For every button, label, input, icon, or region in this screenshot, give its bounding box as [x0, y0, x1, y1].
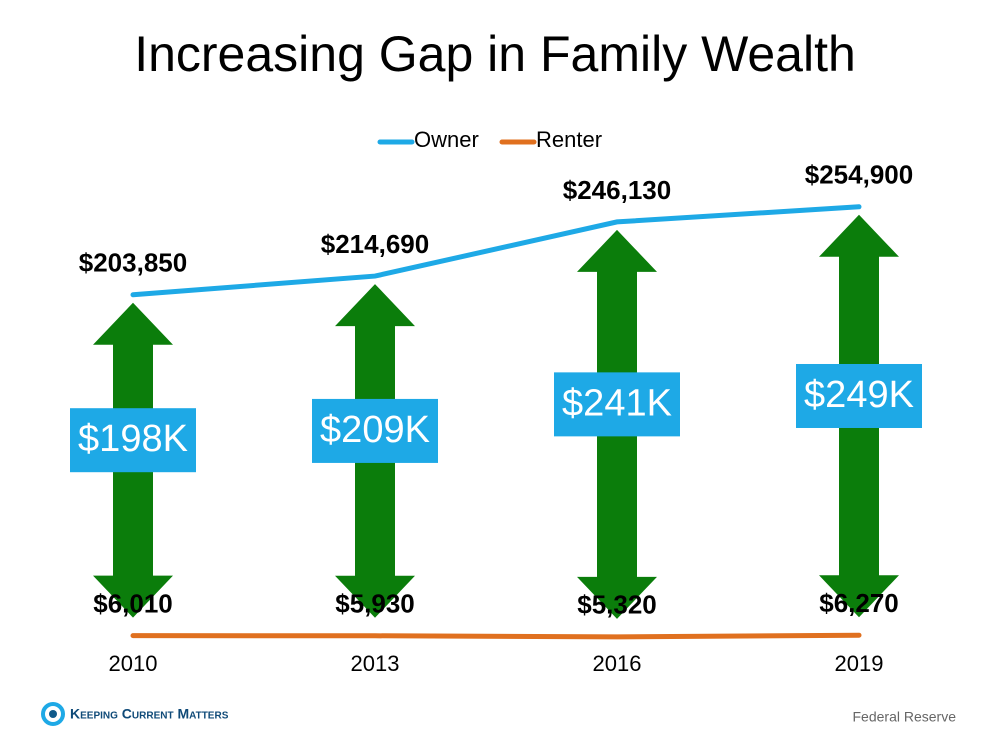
gap-label: $241K: [562, 382, 672, 424]
x-tick-label: 2010: [109, 651, 158, 676]
series-line: [130, 204, 862, 298]
gap-label: $249K: [804, 374, 914, 416]
logo-icon-core: [49, 710, 57, 718]
chart-title: Increasing Gap in Family Wealth: [134, 26, 856, 82]
series-line: [130, 632, 862, 640]
legend-label: Renter: [536, 127, 602, 152]
x-tick-label: 2019: [835, 651, 884, 676]
logo: Keeping Current Matters: [41, 702, 229, 726]
gap-label: $198K: [78, 418, 188, 460]
data-label: $5,930: [335, 589, 415, 619]
gap-label-box: [554, 372, 680, 437]
gap-label: $209K: [320, 409, 430, 451]
x-tick-label: 2013: [351, 651, 400, 676]
data-label: $214,690: [321, 229, 429, 259]
gap-label-box: [312, 398, 438, 463]
data-label: $6,010: [93, 589, 173, 619]
gap-label-box: [70, 408, 196, 473]
source: Federal Reserve: [853, 709, 957, 725]
logo-icon: [41, 702, 65, 726]
legend-label: Owner: [414, 127, 479, 152]
x-tick-label: 2016: [593, 651, 642, 676]
data-label: $6,270: [819, 588, 899, 618]
logo-text: Keeping Current Matters: [70, 706, 229, 722]
data-label: $246,130: [563, 175, 671, 205]
gap-label-box: [796, 363, 922, 428]
data-label: $203,850: [79, 248, 187, 278]
data-label: $254,900: [805, 160, 913, 190]
data-label: $5,320: [577, 590, 657, 620]
